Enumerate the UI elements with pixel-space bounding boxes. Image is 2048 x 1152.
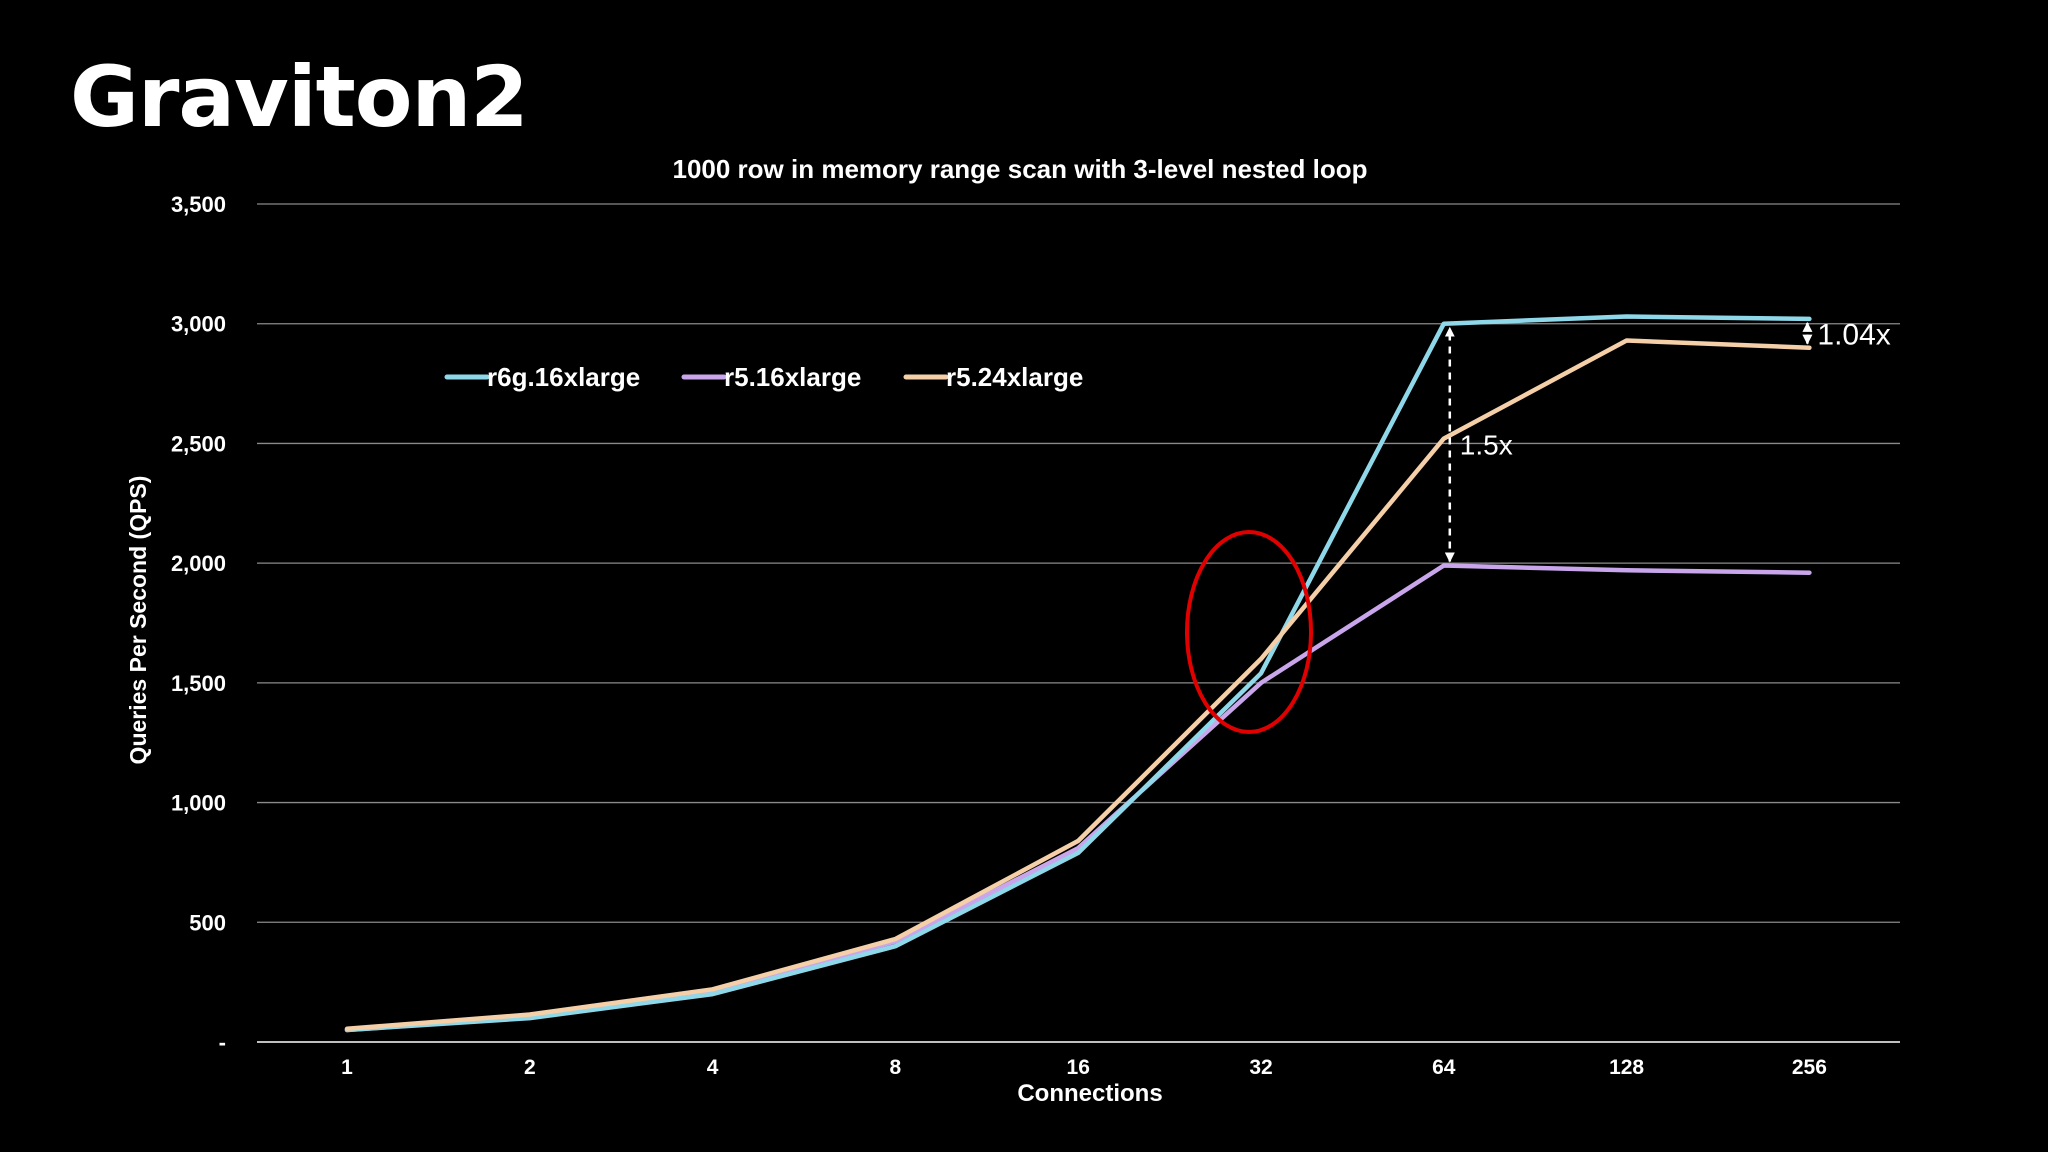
legend-label: r6g.16xlarge: [487, 362, 640, 392]
ratio-label: 1.04x: [1817, 318, 1890, 351]
highlight-ellipse: [1185, 530, 1313, 734]
y-tick-label: 1,500: [171, 671, 226, 696]
slide-title: Graviton2: [70, 48, 529, 146]
ratio-annotations: 1.5x 1.04x: [1444, 318, 1891, 563]
series-lines: [344, 314, 1812, 1033]
x-tick-label: 64: [1432, 1056, 1456, 1079]
x-tick-label: 16: [1067, 1056, 1090, 1079]
chart-title: 1000 row in memory range scan with 3-lev…: [672, 154, 1367, 184]
series-line-r5-16xlarge: [344, 563, 1812, 1033]
x-tick-label: 128: [1609, 1056, 1644, 1079]
y-axis-label: Queries Per Second (QPS): [125, 476, 151, 765]
y-tick-label: 3,500: [171, 192, 226, 217]
x-tick-label: 8: [890, 1056, 902, 1079]
legend-label: r5.24xlarge: [946, 362, 1083, 392]
y-tick-label: -: [219, 1030, 226, 1055]
legend: r6g.16xlarge r5.16xlarge r5.24xlarge: [444, 362, 1083, 392]
y-tick-label: 2,500: [171, 431, 226, 456]
highlight-ellipse-shape: [1185, 530, 1313, 734]
series-line-r6g-16xlarge: [344, 314, 1812, 1033]
x-tick-label: 32: [1249, 1056, 1272, 1079]
legend-label: r5.16xlarge: [724, 362, 861, 392]
series-line-r5-24xlarge: [344, 338, 1812, 1032]
y-tick-label: 2,000: [171, 551, 226, 576]
y-axis-ticks: - 500 1,000 1,500 2,000 2,500 3,000 3,500: [171, 192, 226, 1055]
x-tick-label: 256: [1792, 1056, 1827, 1079]
x-tick-label: 4: [707, 1056, 719, 1079]
x-axis-label: Connections: [1017, 1080, 1162, 1107]
x-tick-label: 1: [341, 1056, 353, 1079]
gridlines: [257, 203, 1900, 1043]
x-axis-ticks: 1 2 4 8 16 32 64 128 256: [341, 1056, 1827, 1079]
y-tick-label: 3,000: [171, 312, 226, 337]
y-tick-label: 500: [189, 910, 226, 935]
x-tick-label: 2: [524, 1056, 536, 1079]
ratio-label: 1.5x: [1460, 430, 1513, 461]
y-tick-label: 1,000: [171, 791, 226, 816]
